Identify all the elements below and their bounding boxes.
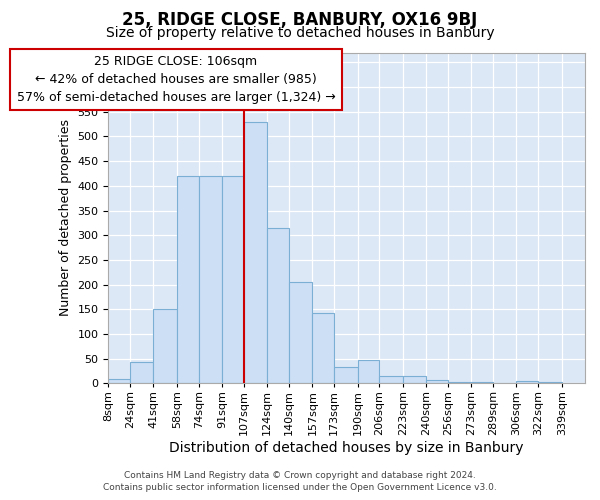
Bar — [199, 176, 222, 384]
Bar — [448, 382, 471, 384]
Bar — [403, 376, 426, 384]
Bar — [108, 380, 130, 384]
Bar — [313, 313, 334, 384]
Bar — [358, 360, 379, 384]
Y-axis label: Number of detached properties: Number of detached properties — [59, 120, 72, 316]
Bar — [267, 228, 289, 384]
Bar — [379, 376, 403, 384]
X-axis label: Distribution of detached houses by size in Banbury: Distribution of detached houses by size … — [169, 441, 524, 455]
Bar — [517, 381, 538, 384]
Bar — [244, 122, 267, 384]
Bar — [154, 310, 177, 384]
Text: 25 RIDGE CLOSE: 106sqm
← 42% of detached houses are smaller (985)
57% of semi-de: 25 RIDGE CLOSE: 106sqm ← 42% of detached… — [17, 55, 335, 104]
Bar — [426, 380, 448, 384]
Bar — [471, 382, 493, 384]
Bar — [177, 176, 199, 384]
Bar — [130, 362, 154, 384]
Text: 25, RIDGE CLOSE, BANBURY, OX16 9BJ: 25, RIDGE CLOSE, BANBURY, OX16 9BJ — [122, 11, 478, 29]
Text: Contains HM Land Registry data © Crown copyright and database right 2024.
Contai: Contains HM Land Registry data © Crown c… — [103, 471, 497, 492]
Text: Size of property relative to detached houses in Banbury: Size of property relative to detached ho… — [106, 26, 494, 40]
Bar — [334, 367, 358, 384]
Bar — [289, 282, 313, 384]
Bar — [222, 176, 244, 384]
Bar — [538, 382, 562, 384]
